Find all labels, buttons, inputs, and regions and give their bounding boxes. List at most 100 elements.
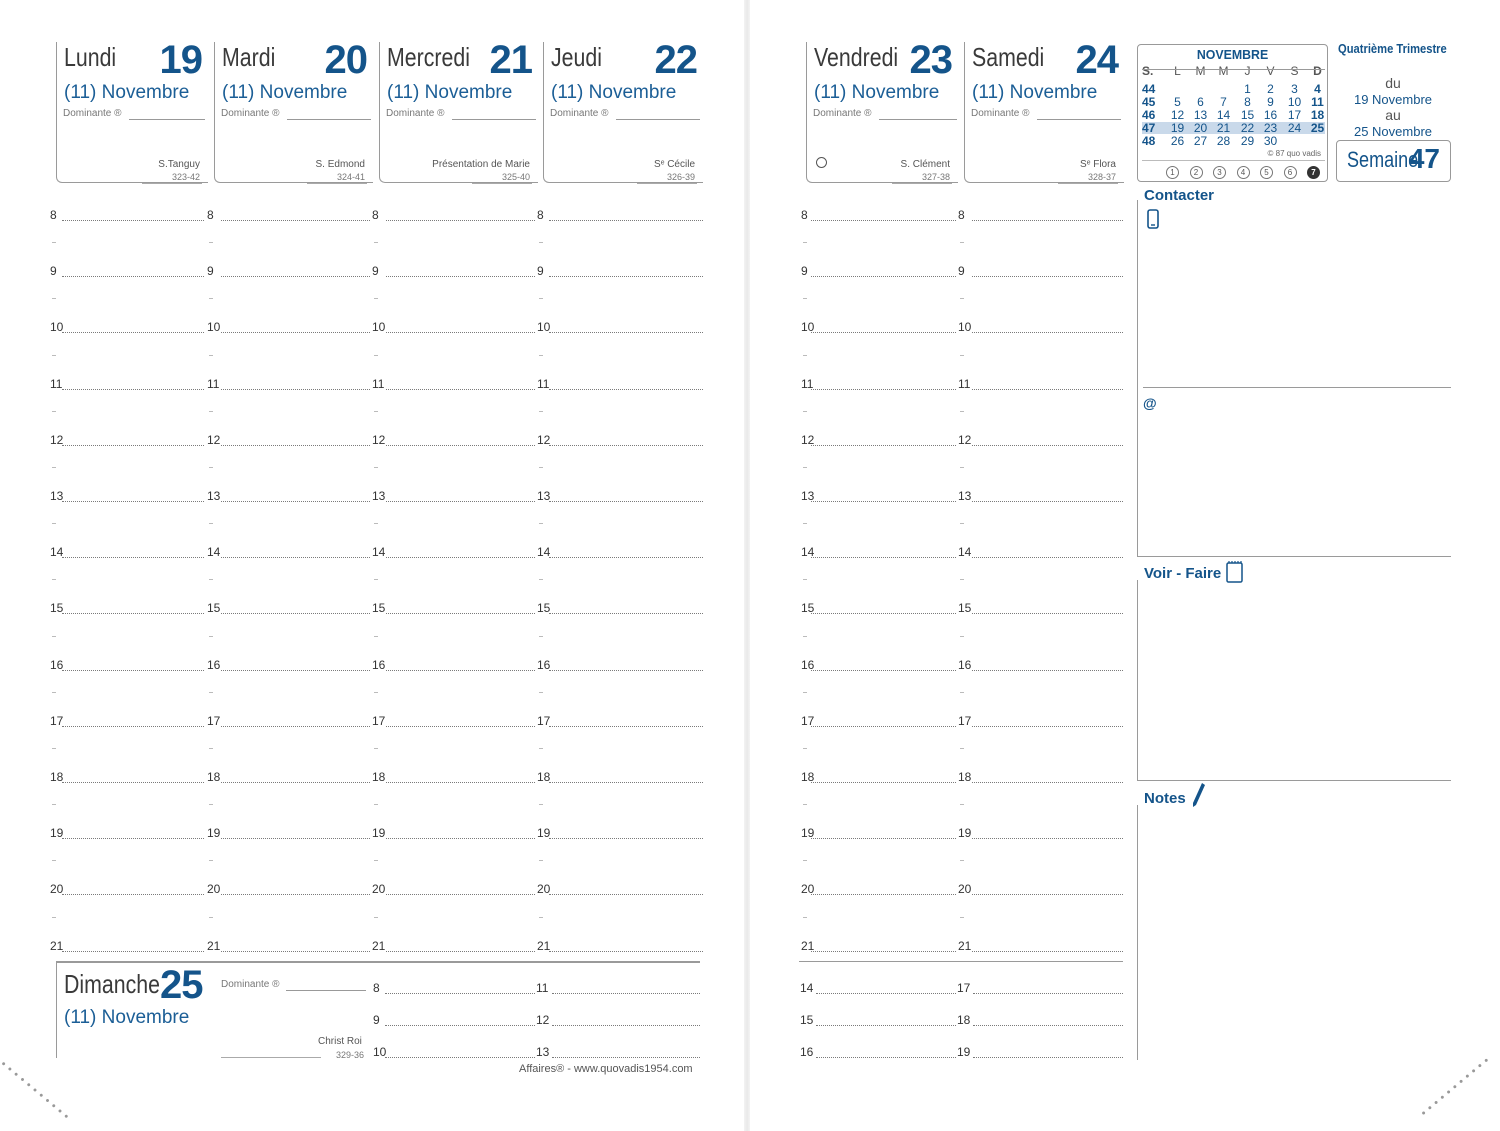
hour-row[interactable]: 10 bbox=[207, 320, 370, 334]
calendar-day[interactable]: 23 bbox=[1263, 121, 1278, 135]
hour-row[interactable]: 13 bbox=[801, 489, 956, 503]
hour-row[interactable]: 18 bbox=[50, 770, 204, 784]
hour-row[interactable]: 17 bbox=[958, 714, 1123, 728]
hour-row[interactable]: 9 bbox=[537, 264, 703, 278]
calendar-day[interactable]: 16 bbox=[1263, 108, 1278, 122]
hour-row[interactable]: 8 bbox=[537, 208, 703, 222]
hour-row[interactable]: 9 bbox=[801, 264, 956, 278]
hour-row[interactable]: 11 bbox=[50, 377, 204, 391]
dominante-line[interactable] bbox=[452, 119, 536, 120]
hour-row[interactable]: 18 bbox=[957, 1013, 1123, 1027]
hour-row[interactable]: 19 bbox=[372, 826, 535, 840]
hour-row[interactable]: 20 bbox=[50, 882, 204, 896]
email-field[interactable]: @ bbox=[1143, 395, 1157, 411]
calendar-day[interactable]: 30 bbox=[1263, 134, 1278, 148]
hour-row[interactable]: 14 bbox=[372, 545, 535, 559]
hour-row[interactable]: 13 bbox=[207, 489, 370, 503]
calendar-day[interactable]: 9 bbox=[1267, 95, 1274, 109]
calendar-day[interactable]: 26 bbox=[1170, 134, 1185, 148]
calendar-day[interactable]: 11 bbox=[1311, 95, 1324, 109]
hour-row[interactable]: 15 bbox=[372, 601, 535, 615]
hour-row[interactable]: 21 bbox=[50, 939, 204, 953]
calendar-day[interactable]: 3 bbox=[1291, 82, 1298, 96]
hour-row[interactable]: 19 bbox=[207, 826, 370, 840]
hour-row[interactable]: 16 bbox=[801, 658, 956, 672]
hour-row[interactable]: 8 bbox=[958, 208, 1123, 222]
hour-row[interactable]: 17 bbox=[801, 714, 956, 728]
hour-row[interactable]: 9 bbox=[958, 264, 1123, 278]
hour-row[interactable]: 8 bbox=[801, 208, 956, 222]
hour-row[interactable]: 16 bbox=[372, 658, 535, 672]
hour-row[interactable]: 12 bbox=[801, 433, 956, 447]
hour-row[interactable]: 8 bbox=[50, 208, 204, 222]
calendar-day[interactable]: 6 bbox=[1197, 95, 1204, 109]
hour-row[interactable]: 20 bbox=[207, 882, 370, 896]
hour-row[interactable]: 13 bbox=[536, 1045, 700, 1059]
hour-row[interactable]: 18 bbox=[958, 770, 1123, 784]
hour-row[interactable]: 19 bbox=[958, 826, 1123, 840]
dominante-line[interactable] bbox=[287, 119, 371, 120]
hour-row[interactable]: 21 bbox=[958, 939, 1123, 953]
hour-row[interactable]: 15 bbox=[801, 601, 956, 615]
dominante-line[interactable] bbox=[129, 119, 205, 120]
hour-row[interactable]: 16 bbox=[207, 658, 370, 672]
calendar-day[interactable]: 7 bbox=[1220, 95, 1227, 109]
hour-row[interactable]: 11 bbox=[958, 377, 1123, 391]
hour-row[interactable]: 21 bbox=[537, 939, 703, 953]
hour-row[interactable]: 8 bbox=[373, 981, 535, 995]
hour-row[interactable]: 20 bbox=[801, 882, 956, 896]
hour-row[interactable]: 12 bbox=[207, 433, 370, 447]
hour-row[interactable]: 21 bbox=[372, 939, 535, 953]
calendar-day[interactable]: 15 bbox=[1240, 108, 1255, 122]
hour-row[interactable]: 20 bbox=[372, 882, 535, 896]
calendar-day[interactable]: 29 bbox=[1240, 134, 1255, 148]
hour-row[interactable]: 9 bbox=[50, 264, 204, 278]
hour-row[interactable]: 18 bbox=[207, 770, 370, 784]
hour-row[interactable]: 21 bbox=[801, 939, 956, 953]
calendar-day[interactable]: 1 bbox=[1244, 82, 1251, 96]
hour-row[interactable]: 11 bbox=[207, 377, 370, 391]
hour-row[interactable]: 18 bbox=[372, 770, 535, 784]
hour-row[interactable]: 19 bbox=[537, 826, 703, 840]
calendar-day[interactable]: 13 bbox=[1193, 108, 1208, 122]
hour-row[interactable]: 15 bbox=[50, 601, 204, 615]
calendar-day[interactable]: 19 bbox=[1170, 121, 1185, 135]
hour-row[interactable]: 20 bbox=[537, 882, 703, 896]
hour-row[interactable]: 17 bbox=[372, 714, 535, 728]
hour-row[interactable]: 12 bbox=[537, 433, 703, 447]
hour-row[interactable]: 10 bbox=[373, 1045, 535, 1059]
calendar-day[interactable]: 14 bbox=[1216, 108, 1231, 122]
hour-row[interactable]: 20 bbox=[958, 882, 1123, 896]
hour-row[interactable]: 15 bbox=[800, 1013, 956, 1027]
hour-row[interactable]: 14 bbox=[537, 545, 703, 559]
dominante-line[interactable] bbox=[616, 119, 700, 120]
hour-row[interactable]: 15 bbox=[958, 601, 1123, 615]
hour-row[interactable]: 12 bbox=[958, 433, 1123, 447]
hour-row[interactable]: 10 bbox=[537, 320, 703, 334]
hour-row[interactable]: 10 bbox=[801, 320, 956, 334]
hour-row[interactable]: 13 bbox=[958, 489, 1123, 503]
hour-row[interactable]: 14 bbox=[958, 545, 1123, 559]
hour-row[interactable]: 17 bbox=[957, 981, 1123, 995]
hour-row[interactable]: 13 bbox=[372, 489, 535, 503]
hour-row[interactable]: 16 bbox=[958, 658, 1123, 672]
dominante-line[interactable] bbox=[286, 990, 366, 991]
hour-row[interactable]: 12 bbox=[50, 433, 204, 447]
hour-row[interactable]: 8 bbox=[372, 208, 535, 222]
hour-row[interactable]: 10 bbox=[372, 320, 535, 334]
hour-row[interactable]: 16 bbox=[800, 1045, 956, 1059]
hour-row[interactable]: 17 bbox=[537, 714, 703, 728]
calendar-day[interactable]: 2 bbox=[1267, 82, 1274, 96]
calendar-day[interactable]: 18 bbox=[1310, 108, 1325, 122]
calendar-day[interactable]: 28 bbox=[1216, 134, 1231, 148]
calendar-day[interactable]: 22 bbox=[1240, 121, 1255, 135]
hour-row[interactable]: 11 bbox=[536, 981, 700, 995]
hour-row[interactable]: 17 bbox=[50, 714, 204, 728]
hour-row[interactable]: 10 bbox=[958, 320, 1123, 334]
calendar-day[interactable]: 12 bbox=[1170, 108, 1185, 122]
calendar-day[interactable]: 21 bbox=[1216, 121, 1231, 135]
hour-row[interactable]: 18 bbox=[801, 770, 956, 784]
calendar-day[interactable]: 27 bbox=[1193, 134, 1208, 148]
calendar-day[interactable]: 8 bbox=[1244, 95, 1251, 109]
hour-row[interactable]: 9 bbox=[373, 1013, 535, 1027]
